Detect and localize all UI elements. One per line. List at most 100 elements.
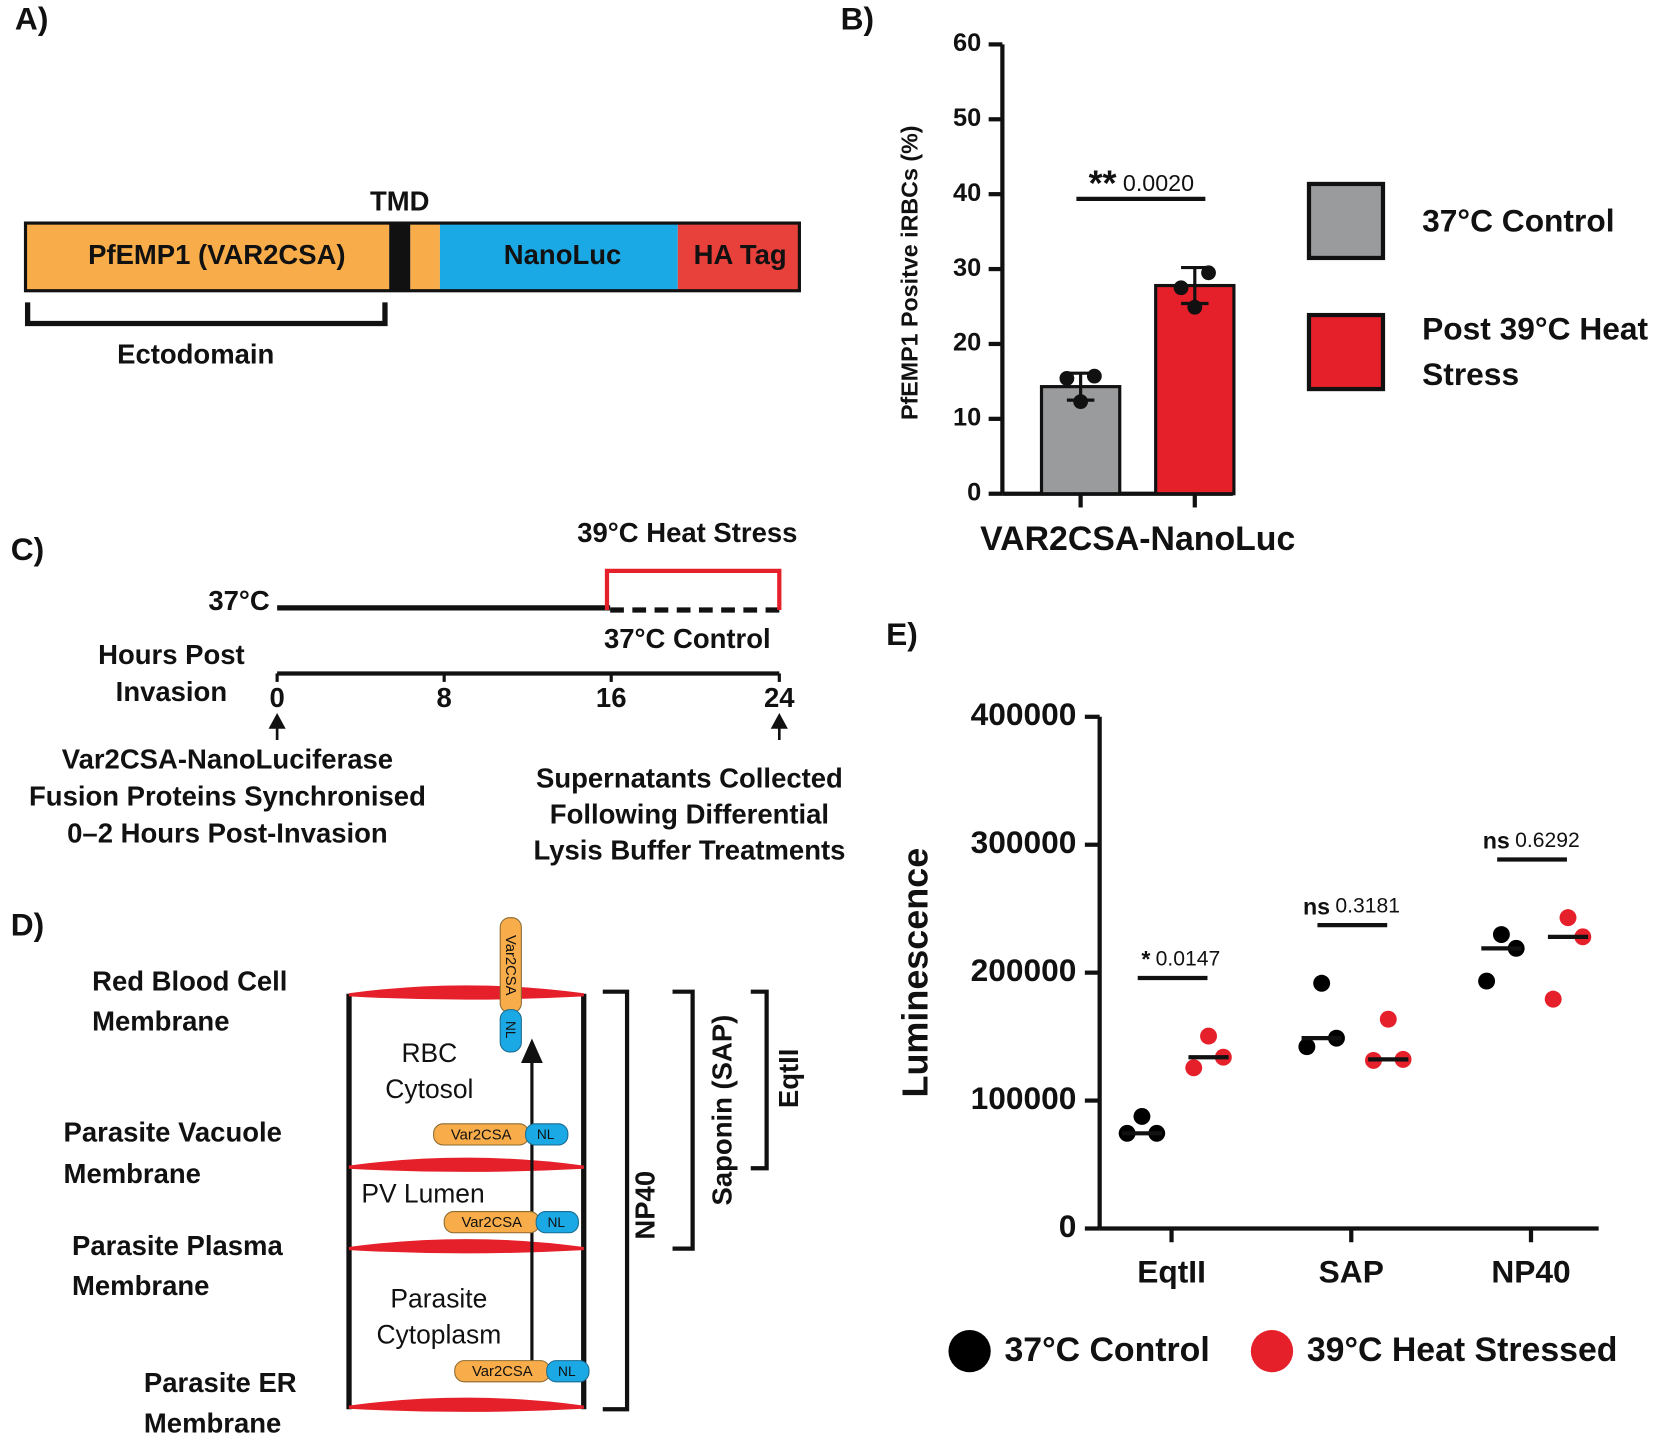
- data-point: [1559, 909, 1577, 927]
- p-value: 0.3181: [1335, 895, 1400, 918]
- note: Fusion Proteins Synchronised: [29, 780, 426, 811]
- compartment-label: PV Lumen: [361, 1179, 484, 1209]
- membrane-label: Parasite ER: [144, 1367, 297, 1398]
- membrane-label: Parasite Vacuole: [64, 1117, 282, 1148]
- bar: [1154, 283, 1236, 496]
- detergent-label: NP40: [629, 1171, 660, 1240]
- protein-name: Var2CSA: [472, 1364, 533, 1380]
- legend-label-box: Post 39°C Heat Stress: [1422, 312, 1648, 392]
- detergent-bracket: [672, 989, 695, 1251]
- protein-tag-label: NL: [503, 1021, 518, 1039]
- p-value: 0.0020: [1123, 170, 1194, 196]
- time-tick-label: 24: [764, 682, 795, 713]
- panel-label: A): [15, 1, 48, 37]
- heat-label: 39°C Heat Stress: [577, 517, 797, 548]
- bracket-label: Ectodomain: [117, 339, 274, 370]
- data-point: [1059, 370, 1075, 386]
- y-tick-label: 60: [953, 29, 981, 57]
- protein-tag: [499, 1009, 522, 1053]
- x-tick-label: EqtII: [1137, 1253, 1206, 1289]
- x-axis-label: VAR2CSA-NanoLuc: [980, 520, 1295, 558]
- membrane: [348, 985, 584, 1000]
- data-point: [1379, 1010, 1397, 1028]
- significance-label: ns: [1303, 893, 1330, 919]
- protein: Var2CSA NL: [499, 917, 522, 1053]
- protein-name: Var2CSA: [451, 1127, 512, 1143]
- data-point: [1173, 280, 1189, 296]
- ectodomain-bracket: [24, 302, 388, 327]
- data-point: [1544, 990, 1562, 1008]
- cyto-domain: [410, 223, 440, 291]
- domain-label: HA Tag: [694, 239, 787, 270]
- legend-label-box: 37°C Control: [1422, 203, 1615, 239]
- data-point: [1201, 265, 1216, 281]
- compartment-label: Cytosol: [385, 1074, 473, 1104]
- protein-tag-label: NL: [558, 1364, 576, 1379]
- detergent-label: EqtII: [773, 1049, 804, 1109]
- membrane-label: Parasite Plasma: [72, 1230, 283, 1261]
- domain-label: NanoLuc: [504, 239, 622, 270]
- legend-marker: [1250, 1329, 1294, 1373]
- legend-swatch: [1306, 181, 1386, 261]
- y-tick-label: 400000: [971, 696, 1077, 732]
- membrane: [348, 1397, 584, 1412]
- membrane-label: Membrane: [92, 1006, 229, 1037]
- protein-tag: [525, 1123, 569, 1146]
- y-tick-label: 100000: [971, 1080, 1077, 1116]
- arrow: [268, 712, 286, 741]
- y-tick-label: 0: [967, 478, 981, 506]
- y-tick-label: 0: [1059, 1208, 1077, 1244]
- data-point: [1073, 394, 1089, 410]
- protein-tag-label: NL: [537, 1127, 555, 1142]
- panel-label: D): [11, 907, 44, 943]
- nanoluc-domain: [439, 223, 678, 291]
- data-point: [1492, 926, 1510, 943]
- protein-name: Var2CSA: [502, 935, 518, 996]
- note: Following Differential: [550, 798, 829, 829]
- data-point: [1298, 1038, 1316, 1056]
- note: 0–2 Hours Post-Invasion: [67, 817, 388, 848]
- time-tick-label: 0: [269, 682, 284, 713]
- y-tick-label: 30: [953, 254, 981, 282]
- data-point: [1313, 974, 1331, 992]
- detergent-label: Saponin (SAP): [707, 1015, 738, 1206]
- membrane-label: Red Blood Cell: [92, 965, 287, 996]
- pfemp1-domain: [25, 223, 390, 291]
- compartment-label: RBC: [401, 1038, 457, 1068]
- arrow: [770, 712, 788, 741]
- control-label: 37°C Control: [604, 623, 771, 654]
- legend-label: 39°C Heat Stressed: [1307, 1331, 1618, 1369]
- export-arrow: [521, 1038, 543, 1375]
- significance-label: ns: [1483, 828, 1510, 854]
- note: Supernatants Collected: [536, 762, 843, 793]
- y-tick-label: 50: [953, 104, 981, 132]
- detergent-bracket: [750, 989, 769, 1171]
- domain-label: PfEMP1 (VAR2CSA): [88, 239, 345, 270]
- note: Lysis Buffer Treatments: [533, 834, 845, 865]
- ha-domain: [677, 223, 800, 291]
- legend-marker: [948, 1329, 991, 1373]
- data-point: [1478, 972, 1496, 990]
- y-axis-label: PfEMP1 Positve iRBCs (%): [897, 125, 923, 420]
- protein-tag: [535, 1211, 579, 1234]
- significance-label: *: [1141, 946, 1151, 972]
- note: Var2CSA-NanoLuciferase: [62, 743, 393, 774]
- y-tick-label: 20: [953, 329, 981, 357]
- data-point: [1086, 368, 1102, 384]
- time-tick-label: 16: [596, 682, 627, 713]
- y-tick-label: 300000: [971, 824, 1077, 860]
- detergent-bracket: [602, 989, 630, 1412]
- data-point: [1185, 1059, 1203, 1077]
- panel-label: E): [886, 616, 918, 652]
- x-tick-label: SAP: [1319, 1253, 1384, 1289]
- legend-label: 37°C Control: [1004, 1331, 1209, 1369]
- tmd-domain: [389, 223, 411, 291]
- domain-label: TMD: [370, 185, 430, 216]
- data-point: [1200, 1027, 1218, 1045]
- legend-label: 37°C Control: [1422, 203, 1615, 239]
- membrane-label: Membrane: [64, 1158, 201, 1189]
- protein-tag: [546, 1360, 590, 1383]
- axis-label: Hours Post: [98, 639, 245, 670]
- compartment-label: Parasite: [390, 1283, 487, 1313]
